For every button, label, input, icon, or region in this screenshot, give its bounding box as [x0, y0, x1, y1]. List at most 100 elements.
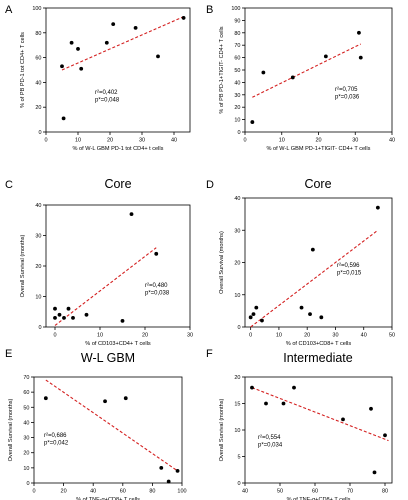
data-point [341, 417, 345, 422]
data-point [281, 401, 286, 406]
y-tick-label: 0 [38, 130, 41, 136]
data-point [323, 54, 328, 59]
y-tick-label: 30 [234, 93, 240, 99]
panel-title: Intermediate [283, 351, 353, 365]
y-tick-label: 10 [234, 428, 240, 434]
panel-b: 0 10 20 30 40 0 10 20 30 40 50 60 70 80 90 100 % of W-L … [206, 4, 395, 152]
data-point [69, 40, 74, 45]
data-point [111, 22, 116, 27]
data-point [43, 396, 48, 401]
y-tick-label: 40 [234, 196, 240, 202]
stat-annotation: r²=0,596 [337, 263, 360, 269]
panel-letter: E [5, 348, 12, 360]
x-tick-label: 0 [32, 489, 35, 495]
y-tick-label: 5 [237, 455, 240, 461]
x-tick-label: 80 [382, 489, 388, 495]
stat-annotation: p*=0,034 [258, 443, 283, 449]
x-tick-label: 0 [44, 138, 47, 144]
data-point [53, 315, 57, 320]
x-tick-label: 60 [312, 489, 318, 495]
x-tick-label: 70 [347, 489, 353, 495]
plot-frame [244, 197, 393, 328]
y-tick-label: 50 [234, 68, 240, 74]
x-tick-label: 30 [332, 333, 338, 339]
y-tick-label: 20 [234, 261, 240, 267]
x-tick-label: 10 [97, 333, 103, 339]
regression-line [45, 379, 178, 472]
data-point [308, 312, 312, 316]
x-tick-label: 40 [90, 489, 96, 495]
plot-frame [33, 376, 183, 484]
stat-annotation: r²=0,402 [95, 90, 118, 96]
x-axis-label: % of CD103+CD4+ T cells [85, 341, 151, 347]
y-tick-label: 80 [234, 31, 240, 37]
panel-a: 0 10 20 30 40 0 20 40 60 80 100 % of W-L GBM PD-1 t… [5, 4, 191, 152]
data-point [166, 479, 171, 484]
stat-annotation: p*=0,036 [335, 95, 360, 101]
stat-annotation: r²=0,686 [44, 433, 67, 439]
panel-letter: B [206, 4, 213, 16]
y-tick-label: 30 [23, 436, 29, 442]
x-tick-label: 0 [53, 333, 56, 339]
y-tick-label: 20 [35, 264, 41, 270]
y-tick-label: 10 [35, 295, 41, 301]
data-point [299, 305, 304, 310]
y-tick-label: 70 [23, 375, 29, 381]
y-axis-label: Overall Survival (months) [20, 234, 26, 297]
stat-annotation: p*=0,015 [337, 271, 362, 277]
y-axis-label: % of PB PD-1 tot CD4+ T cells [20, 32, 26, 108]
y-tick-label: 60 [23, 390, 29, 396]
data-point [251, 312, 256, 316]
y-tick-label: 100 [231, 6, 240, 12]
data-point [248, 315, 253, 320]
data-point [383, 433, 387, 438]
data-point [319, 315, 324, 320]
y-tick-label: 20 [35, 105, 41, 111]
panel-title: Core [104, 177, 131, 191]
y-tick-label: 0 [38, 325, 41, 331]
y-tick-label: 20 [23, 451, 29, 457]
panel-d: 0 10 20 30 40 50 0 10 20 30 40 % of CD103+CD8+ T ce… [206, 177, 395, 347]
panel-letter: F [206, 348, 213, 360]
y-tick-label: 10 [234, 293, 240, 299]
y-tick-label: 0 [237, 325, 240, 331]
data-point [79, 66, 84, 71]
data-point [310, 247, 315, 252]
stat-annotation: r²=0,480 [145, 283, 168, 289]
x-tick-label: 10 [75, 138, 81, 144]
data-point [358, 55, 363, 60]
x-tick-label: 20 [107, 138, 113, 144]
y-axis-label: Overall Survival (months) [219, 231, 225, 294]
y-tick-label: 100 [32, 6, 41, 12]
x-tick-label: 100 [177, 489, 186, 495]
data-point [66, 306, 71, 311]
x-tick-label: 20 [142, 333, 148, 339]
y-tick-label: 90 [234, 18, 240, 24]
y-tick-label: 40 [234, 80, 240, 86]
x-tick-label: 30 [187, 333, 193, 339]
y-tick-label: 50 [23, 405, 29, 411]
regression-line [61, 16, 184, 71]
y-tick-label: 30 [35, 234, 41, 240]
x-axis-label: % of W-L GBM PD-1 tot CD4+ t cells [73, 146, 164, 152]
y-tick-label: 60 [234, 56, 240, 62]
regression-line [251, 387, 389, 442]
y-axis-label: % of PB PD-1+TIGIT- CD4+ T cells [219, 26, 225, 113]
x-tick-label: 20 [61, 489, 67, 495]
data-point [129, 212, 134, 217]
stat-annotation: p*=0,042 [44, 441, 69, 447]
x-tick-label: 40 [361, 333, 367, 339]
y-tick-label: 60 [35, 56, 41, 62]
data-point [84, 312, 89, 317]
data-point [60, 64, 64, 69]
panel-letter: D [206, 179, 214, 191]
x-tick-label: 40 [171, 138, 177, 144]
data-point [357, 30, 361, 35]
x-tick-label: 0 [243, 138, 246, 144]
y-tick-label: 0 [237, 130, 240, 136]
data-point [369, 406, 373, 411]
y-tick-label: 40 [35, 203, 41, 209]
x-tick-label: 10 [279, 138, 285, 144]
data-point [156, 54, 160, 59]
data-point [57, 312, 62, 317]
